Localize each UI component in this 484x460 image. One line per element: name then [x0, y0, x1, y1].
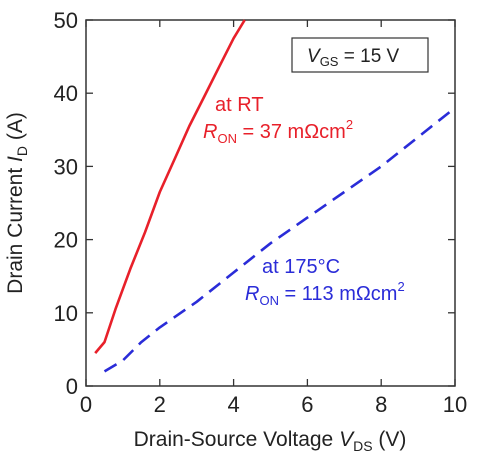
x-tick-label: 2 — [154, 392, 166, 417]
annotation-175c: at 175°C RON = 113 mΩcm2 — [245, 256, 405, 308]
x-tick-label: 4 — [227, 392, 239, 417]
x-tick-label: 8 — [375, 392, 387, 417]
y-tick-label: 40 — [54, 81, 78, 106]
x-tick-label: 10 — [443, 392, 467, 417]
y-tick-label: 10 — [54, 301, 78, 326]
y-tick-label: 0 — [66, 374, 78, 399]
x-tick-label: 0 — [80, 392, 92, 417]
annotation-175c-ron: RON = 113 mΩcm2 — [245, 279, 405, 308]
annotation-rt-ron: RON = 37 mΩcm2 — [203, 117, 353, 146]
y-tick-label: 20 — [54, 228, 78, 253]
annotation-175c-line1: at 175°C — [262, 256, 340, 278]
legend-text: VGS = 15 V — [307, 46, 400, 69]
x-axis-label: Drain-Source Voltage VDS (V) — [134, 428, 407, 454]
series-line-0 — [94, 19, 246, 354]
y-ticks: 0 10 20 30 40 50 — [54, 8, 455, 399]
y-tick-label: 30 — [54, 154, 78, 179]
legend: VGS = 15 V — [291, 37, 429, 73]
annotation-rt: at RT RON = 37 mΩcm2 — [203, 94, 353, 146]
y-axis-label: Drain Current ID (A) — [4, 112, 30, 294]
legend-box — [291, 37, 429, 73]
x-ticks: 0 2 4 6 8 10 — [80, 20, 467, 417]
series-lines — [94, 19, 456, 373]
series-line-1 — [103, 106, 456, 373]
y-tick-label: 50 — [54, 8, 78, 33]
plot-frame — [85, 19, 456, 387]
x-tick-label: 6 — [301, 392, 313, 417]
annotation-rt-line1: at RT — [215, 94, 264, 116]
plot-area: 0 2 4 6 8 10 0 10 20 30 40 50 — [54, 8, 468, 417]
